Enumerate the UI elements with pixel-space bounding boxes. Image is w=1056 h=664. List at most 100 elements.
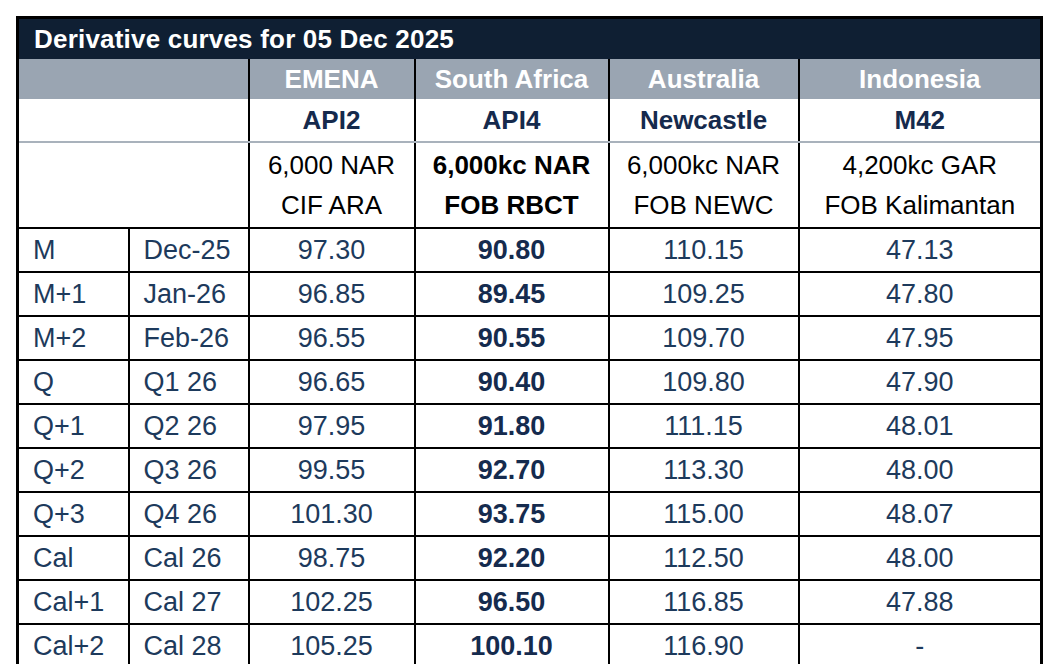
value-cell: 109.25 bbox=[609, 272, 799, 316]
table-row: QQ1 2696.6590.40109.8047.90 bbox=[18, 360, 1042, 404]
table-row: Q+2Q3 2699.5592.70113.3048.00 bbox=[18, 448, 1042, 492]
value-cell: 48.00 bbox=[799, 448, 1042, 492]
value-cell: 93.75 bbox=[415, 492, 609, 536]
tenor-cell: Q bbox=[18, 360, 129, 404]
value-cell: 99.55 bbox=[249, 448, 415, 492]
spec-header-australia: 6,000kc NAR FOB NEWC bbox=[609, 142, 799, 228]
value-cell: 98.75 bbox=[249, 536, 415, 580]
value-cell: 48.07 bbox=[799, 492, 1042, 536]
table-row: M+2Feb-2696.5590.55109.7047.95 bbox=[18, 316, 1042, 360]
value-cell: - bbox=[799, 624, 1042, 664]
derivative-curves-table: Derivative curves for 05 Dec 2025 EMENA … bbox=[16, 16, 1043, 664]
tenor-cell: Cal bbox=[18, 536, 129, 580]
period-cell: Jan-26 bbox=[129, 272, 249, 316]
value-cell: 92.20 bbox=[415, 536, 609, 580]
value-cell: 47.80 bbox=[799, 272, 1042, 316]
spec-basis: FOB Kalimantan bbox=[800, 185, 1041, 225]
value-cell: 90.80 bbox=[415, 228, 609, 272]
table-row: Cal+1Cal 27102.2596.50116.8547.88 bbox=[18, 580, 1042, 624]
value-cell: 110.15 bbox=[609, 228, 799, 272]
table-body: MDec-2597.3090.80110.1547.13M+1Jan-2696.… bbox=[18, 228, 1042, 664]
value-cell: 111.15 bbox=[609, 404, 799, 448]
spec-quality: 6,000kc NAR bbox=[610, 145, 798, 185]
value-cell: 47.88 bbox=[799, 580, 1042, 624]
tenor-cell: Q+3 bbox=[18, 492, 129, 536]
value-cell: 47.13 bbox=[799, 228, 1042, 272]
region-header-row: EMENA South Africa Australia Indonesia bbox=[18, 59, 1042, 99]
spec-header-row: 6,000 NAR CIF ARA 6,000kc NAR FOB RBCT 6… bbox=[18, 142, 1042, 228]
region-header-south-africa: South Africa bbox=[415, 59, 609, 99]
spec-quality: 6,000 NAR bbox=[250, 145, 414, 185]
value-cell: 116.85 bbox=[609, 580, 799, 624]
tenor-cell: Cal+1 bbox=[18, 580, 129, 624]
tenor-cell: Q+2 bbox=[18, 448, 129, 492]
period-cell: Q4 26 bbox=[129, 492, 249, 536]
index-header-newcastle: Newcastle bbox=[609, 99, 799, 142]
index-header-row: API2 API4 Newcastle M42 bbox=[18, 99, 1042, 142]
period-cell: Q2 26 bbox=[129, 404, 249, 448]
value-cell: 90.55 bbox=[415, 316, 609, 360]
value-cell: 48.00 bbox=[799, 536, 1042, 580]
value-cell: 48.01 bbox=[799, 404, 1042, 448]
tenor-cell: M+2 bbox=[18, 316, 129, 360]
value-cell: 91.80 bbox=[415, 404, 609, 448]
spec-header-indonesia: 4,200kc GAR FOB Kalimantan bbox=[799, 142, 1042, 228]
value-cell: 96.55 bbox=[249, 316, 415, 360]
spec-quality: 4,200kc GAR bbox=[800, 145, 1041, 185]
value-cell: 97.30 bbox=[249, 228, 415, 272]
table-row: Q+3Q4 26101.3093.75115.0048.07 bbox=[18, 492, 1042, 536]
value-cell: 113.30 bbox=[609, 448, 799, 492]
value-cell: 116.90 bbox=[609, 624, 799, 664]
region-header-indonesia: Indonesia bbox=[799, 59, 1042, 99]
period-cell: Dec-25 bbox=[129, 228, 249, 272]
period-cell: Cal 27 bbox=[129, 580, 249, 624]
spec-header-south-africa: 6,000kc NAR FOB RBCT bbox=[415, 142, 609, 228]
value-cell: 109.80 bbox=[609, 360, 799, 404]
table-row: Q+1Q2 2697.9591.80111.1548.01 bbox=[18, 404, 1042, 448]
table-row: CalCal 2698.7592.20112.5048.00 bbox=[18, 536, 1042, 580]
spec-basis: CIF ARA bbox=[250, 185, 414, 225]
region-header-spacer bbox=[18, 59, 249, 99]
table-row: MDec-2597.3090.80110.1547.13 bbox=[18, 228, 1042, 272]
value-cell: 89.45 bbox=[415, 272, 609, 316]
value-cell: 101.30 bbox=[249, 492, 415, 536]
index-header-api2: API2 bbox=[249, 99, 415, 142]
tenor-cell: Q+1 bbox=[18, 404, 129, 448]
value-cell: 47.95 bbox=[799, 316, 1042, 360]
value-cell: 115.00 bbox=[609, 492, 799, 536]
value-cell: 96.85 bbox=[249, 272, 415, 316]
table-row: Cal+2Cal 28105.25100.10116.90- bbox=[18, 624, 1042, 664]
tenor-cell: Cal+2 bbox=[18, 624, 129, 664]
title-row: Derivative curves for 05 Dec 2025 bbox=[18, 18, 1042, 60]
value-cell: 96.50 bbox=[415, 580, 609, 624]
period-cell: Q3 26 bbox=[129, 448, 249, 492]
period-cell: Feb-26 bbox=[129, 316, 249, 360]
value-cell: 96.65 bbox=[249, 360, 415, 404]
value-cell: 47.90 bbox=[799, 360, 1042, 404]
period-cell: Cal 26 bbox=[129, 536, 249, 580]
region-header-australia: Australia bbox=[609, 59, 799, 99]
spec-quality: 6,000kc NAR bbox=[416, 145, 608, 185]
table-title: Derivative curves for 05 Dec 2025 bbox=[18, 18, 1042, 60]
region-header-emena: EMENA bbox=[249, 59, 415, 99]
value-cell: 105.25 bbox=[249, 624, 415, 664]
value-cell: 97.95 bbox=[249, 404, 415, 448]
value-cell: 92.70 bbox=[415, 448, 609, 492]
value-cell: 112.50 bbox=[609, 536, 799, 580]
spec-header-spacer bbox=[18, 142, 249, 228]
tenor-cell: M+1 bbox=[18, 272, 129, 316]
index-header-api4: API4 bbox=[415, 99, 609, 142]
value-cell: 100.10 bbox=[415, 624, 609, 664]
spec-basis: FOB RBCT bbox=[416, 185, 608, 225]
period-cell: Q1 26 bbox=[129, 360, 249, 404]
period-cell: Cal 28 bbox=[129, 624, 249, 664]
value-cell: 102.25 bbox=[249, 580, 415, 624]
value-cell: 90.40 bbox=[415, 360, 609, 404]
tenor-cell: M bbox=[18, 228, 129, 272]
index-header-spacer bbox=[18, 99, 249, 142]
value-cell: 109.70 bbox=[609, 316, 799, 360]
index-header-m42: M42 bbox=[799, 99, 1042, 142]
table-row: M+1Jan-2696.8589.45109.2547.80 bbox=[18, 272, 1042, 316]
spec-header-emena: 6,000 NAR CIF ARA bbox=[249, 142, 415, 228]
spec-basis: FOB NEWC bbox=[610, 185, 798, 225]
